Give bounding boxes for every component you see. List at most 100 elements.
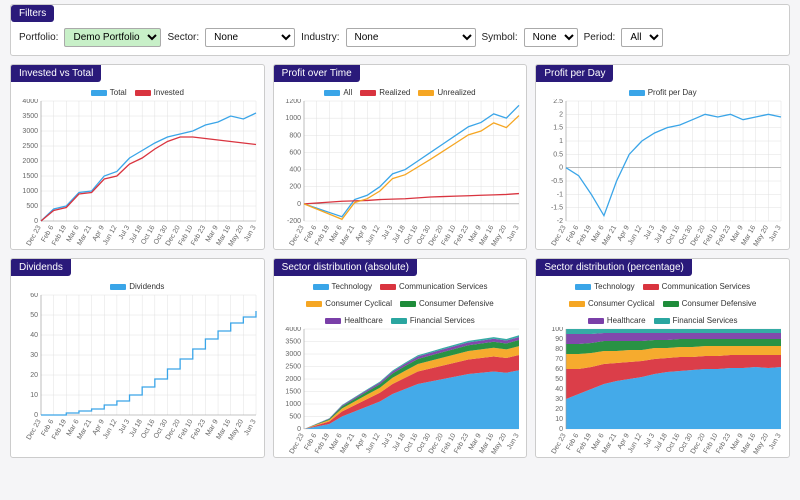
svg-text:-2: -2 [557, 218, 563, 225]
legend-swatch [313, 284, 329, 290]
svg-text:100: 100 [552, 327, 564, 333]
legend-swatch [643, 284, 659, 290]
svg-text:1500: 1500 [285, 389, 301, 396]
legend-item: Technology [313, 282, 372, 291]
card-profit-per-day: Profit per Day Profit per Day -2-1.5-1-0… [535, 64, 790, 250]
card-invested-vs-total: Invested vs Total TotalInvested 05001000… [10, 64, 265, 250]
card-profit-over-time: Profit over Time AllRealizedUnrealized -… [273, 64, 528, 250]
card-sector-pct: Sector distribution (percentage) Technol… [535, 258, 790, 458]
svg-text:60: 60 [556, 366, 564, 373]
filters-row: Portfolio: Demo Portfolio Sector: None I… [11, 22, 789, 47]
legend-item: Invested [135, 88, 184, 97]
chart-legend: AllRealizedUnrealized [278, 88, 523, 97]
chart-legend: Dividends [15, 282, 260, 291]
legend-item: Dividends [110, 282, 164, 291]
sector-select[interactable]: None [205, 28, 295, 47]
svg-text:2.5: 2.5 [554, 99, 564, 105]
card-title: Profit over Time [274, 65, 360, 82]
legend-swatch [91, 90, 107, 96]
legend-swatch [654, 318, 670, 324]
chart-profit-per-day: -2-1.5-1-0.500.511.522.5Dec 23Feb 6Feb 1… [540, 99, 785, 249]
legend-label: Healthcare [607, 316, 646, 325]
svg-text:0: 0 [297, 201, 301, 208]
legend-swatch [569, 301, 585, 307]
legend-swatch [360, 90, 376, 96]
filters-panel: Filters Portfolio: Demo Portfolio Sector… [10, 4, 790, 56]
legend-item: All [324, 88, 352, 97]
legend-label: Consumer Cyclical [325, 299, 392, 308]
chart-sector-abs: 05001000150020002500300035004000Dec 23Fe… [278, 327, 523, 457]
svg-text:40: 40 [556, 386, 564, 393]
period-select[interactable]: All [621, 28, 663, 47]
svg-text:2000: 2000 [22, 158, 38, 165]
svg-text:2: 2 [559, 111, 563, 118]
legend-swatch [324, 90, 340, 96]
svg-text:0.5: 0.5 [554, 151, 564, 158]
legend-item: Profit per Day [629, 88, 697, 97]
svg-text:1500: 1500 [22, 173, 38, 180]
legend-item: Communication Services [643, 282, 750, 291]
svg-text:-200: -200 [287, 218, 301, 225]
legend-swatch [400, 301, 416, 307]
legend-label: Profit per Day [648, 88, 697, 97]
svg-text:10: 10 [30, 392, 38, 399]
legend-swatch [629, 90, 645, 96]
svg-text:Jun 3: Jun 3 [243, 418, 258, 436]
svg-text:4000: 4000 [22, 99, 38, 105]
svg-text:Jun 3: Jun 3 [506, 432, 521, 450]
svg-text:400: 400 [289, 167, 301, 174]
svg-text:3500: 3500 [22, 113, 38, 120]
chart-legend: Technology Communication Services Consumer… [278, 282, 523, 325]
chart-legend: Profit per Day [540, 88, 785, 97]
svg-text:20: 20 [556, 406, 564, 413]
svg-text:10: 10 [556, 416, 564, 423]
filters-title: Filters [11, 5, 54, 22]
legend-item: Healthcare [588, 316, 646, 325]
symbol-label: Symbol: [482, 32, 518, 43]
card-sector-abs: Sector distribution (absolute) Technolog… [273, 258, 528, 458]
svg-text:0: 0 [34, 412, 38, 419]
legend-item: Financial Services [654, 316, 738, 325]
svg-text:-1.5: -1.5 [551, 205, 563, 212]
legend-label: Financial Services [410, 316, 475, 325]
svg-text:1.5: 1.5 [554, 125, 564, 132]
svg-text:200: 200 [289, 184, 301, 191]
svg-text:70: 70 [556, 356, 564, 363]
legend-item: Total [91, 88, 127, 97]
card-title: Sector distribution (absolute) [274, 259, 417, 276]
svg-text:-0.5: -0.5 [551, 178, 563, 185]
svg-text:1: 1 [559, 138, 563, 145]
chart-invested-vs-total: 05001000150020002500300035004000Dec 23Fe… [15, 99, 260, 249]
legend-label: Technology [332, 282, 372, 291]
sector-label: Sector: [167, 32, 199, 43]
legend-label: Technology [594, 282, 634, 291]
svg-text:Dec 23: Dec 23 [551, 432, 568, 455]
svg-text:50: 50 [556, 376, 564, 383]
legend-swatch [575, 284, 591, 290]
symbol-select[interactable]: None [524, 28, 578, 47]
chart-sector-pct: 0102030405060708090100Dec 23Feb 6Feb 19M… [540, 327, 785, 457]
svg-text:1000: 1000 [22, 188, 38, 195]
svg-text:3000: 3000 [22, 128, 38, 135]
portfolio-label: Portfolio: [19, 32, 58, 43]
svg-text:2000: 2000 [285, 376, 301, 383]
legend-item: Consumer Defensive [663, 299, 757, 308]
legend-swatch [663, 301, 679, 307]
industry-label: Industry: [301, 32, 339, 43]
card-title: Invested vs Total [11, 65, 101, 82]
svg-text:Jun 3: Jun 3 [768, 224, 783, 242]
svg-text:Jun 3: Jun 3 [243, 224, 258, 242]
svg-text:500: 500 [289, 414, 301, 421]
portfolio-select[interactable]: Demo Portfolio [64, 28, 161, 47]
svg-text:80: 80 [556, 346, 564, 353]
svg-text:500: 500 [26, 203, 38, 210]
legend-label: Financial Services [673, 316, 738, 325]
legend-label: Communication Services [662, 282, 750, 291]
legend-item: Unrealized [418, 88, 475, 97]
card-title: Sector distribution (percentage) [536, 259, 692, 276]
legend-item: Communication Services [380, 282, 487, 291]
industry-select[interactable]: None [346, 28, 476, 47]
svg-text:50: 50 [30, 312, 38, 319]
legend-label: Consumer Defensive [419, 299, 494, 308]
legend-item: Technology [575, 282, 634, 291]
